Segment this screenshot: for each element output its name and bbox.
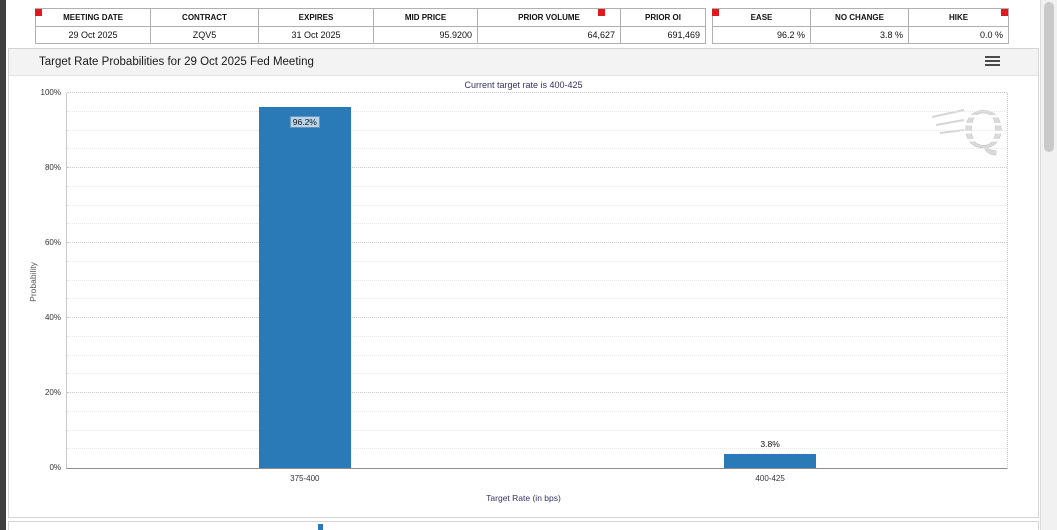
x-axis-title: Target Rate (in bps) bbox=[486, 493, 561, 503]
meeting-date-value: 29 Oct 2025 bbox=[35, 26, 151, 44]
summary-table-header-row: EASE NO CHANGE HIKE bbox=[712, 8, 1009, 27]
contract-table: MEETING DATE CONTRACT EXPIRES MID PRICE … bbox=[35, 8, 706, 44]
gridline bbox=[67, 373, 1007, 375]
column-header-mid-price: MID PRICE bbox=[373, 8, 478, 27]
red-marker bbox=[598, 9, 605, 16]
gridline bbox=[67, 223, 1007, 225]
next-panel-bar-tip bbox=[318, 524, 323, 530]
probability-summary-table: EASE NO CHANGE HIKE 96.2 % 3.8 % 0.0 % bbox=[712, 8, 1009, 44]
gridline bbox=[67, 335, 1007, 337]
gridline bbox=[67, 279, 1007, 281]
probability-bar[interactable] bbox=[258, 107, 351, 468]
mid-price-value: 95.9200 bbox=[373, 26, 478, 44]
gridline bbox=[67, 448, 1007, 450]
red-marker bbox=[35, 9, 42, 16]
y-tick-label: 20% bbox=[44, 388, 61, 397]
gridline bbox=[67, 129, 1007, 131]
gridline bbox=[67, 317, 1007, 318]
contract-table-header-row: MEETING DATE CONTRACT EXPIRES MID PRICE … bbox=[35, 8, 706, 27]
gridline bbox=[67, 204, 1007, 206]
bar-value-label: 3.8% bbox=[760, 438, 780, 449]
column-header-prior-oi: PRIOR OI bbox=[620, 8, 706, 27]
chart-header-bar: Target Rate Probabilities for 29 Oct 202… bbox=[9, 49, 1038, 76]
gridline bbox=[67, 110, 1007, 112]
hamburger-menu-icon[interactable] bbox=[985, 56, 1000, 66]
gridline bbox=[67, 242, 1007, 243]
next-panel-top-edge bbox=[8, 521, 1039, 530]
plot-area: 0% 20% 40% 60% 80% 100% 96.2% 375-400 3.… bbox=[41, 88, 1008, 483]
contract-table-data-row: 29 Oct 2025 ZQV5 31 Oct 2025 95.9200 64,… bbox=[35, 26, 706, 44]
red-marker bbox=[1001, 9, 1008, 16]
contract-value: ZQV5 bbox=[150, 26, 259, 44]
y-tick-label: 0% bbox=[49, 463, 61, 472]
left-edge-strip bbox=[0, 0, 6, 530]
gridline bbox=[67, 260, 1007, 262]
y-tick-label: 80% bbox=[44, 163, 61, 172]
no-change-value: 3.8 % bbox=[810, 26, 909, 44]
target-rate-chart-panel: Target Rate Probabilities for 29 Oct 202… bbox=[8, 48, 1039, 518]
gridline bbox=[67, 354, 1007, 356]
gridline bbox=[67, 148, 1007, 150]
gridline bbox=[67, 167, 1007, 168]
y-tick-label: 100% bbox=[40, 88, 61, 97]
gridline bbox=[67, 185, 1007, 187]
scrollbar-thumb[interactable] bbox=[1044, 2, 1054, 152]
bar-slot: 3.8% 400-425 bbox=[724, 93, 817, 483]
y-axis-title: Probability bbox=[28, 262, 38, 302]
column-header-hike: HIKE bbox=[908, 8, 1009, 27]
chart-title: Target Rate Probabilities for 29 Oct 202… bbox=[39, 56, 314, 68]
column-header-no-change: NO CHANGE bbox=[810, 8, 909, 27]
expires-value: 31 Oct 2025 bbox=[258, 26, 374, 44]
gridline bbox=[67, 410, 1007, 412]
red-marker bbox=[712, 9, 719, 16]
gridline bbox=[67, 92, 1007, 93]
y-tick-label: 60% bbox=[44, 238, 61, 247]
gridline bbox=[67, 429, 1007, 431]
column-header-expires: EXPIRES bbox=[258, 8, 374, 27]
column-header-meeting-date: MEETING DATE bbox=[35, 8, 151, 27]
column-header-ease: EASE bbox=[712, 8, 811, 27]
column-header-contract: CONTRACT bbox=[150, 8, 259, 27]
ease-value: 96.2 % bbox=[712, 26, 811, 44]
x-tick-label: 400-425 bbox=[755, 474, 785, 483]
prior-oi-value: 691,469 bbox=[620, 26, 706, 44]
bar-slot: 96.2% 375-400 bbox=[258, 93, 351, 483]
chart-subtitle: Current target rate is 400-425 bbox=[464, 80, 583, 90]
bar-value-label: 96.2% bbox=[289, 116, 320, 129]
column-header-prior-volume: PRIOR VOLUME bbox=[477, 8, 621, 27]
y-tick-label: 40% bbox=[44, 313, 61, 322]
summary-table-data-row: 96.2 % 3.8 % 0.0 % bbox=[712, 26, 1009, 44]
vertical-scrollbar[interactable] bbox=[1040, 0, 1057, 530]
x-tick-label: 375-400 bbox=[290, 474, 320, 483]
gridline bbox=[67, 392, 1007, 393]
prior-volume-value: 64,627 bbox=[477, 26, 621, 44]
hike-value: 0.0 % bbox=[908, 26, 1009, 44]
gridline bbox=[67, 298, 1007, 300]
probability-bar[interactable] bbox=[724, 453, 817, 468]
